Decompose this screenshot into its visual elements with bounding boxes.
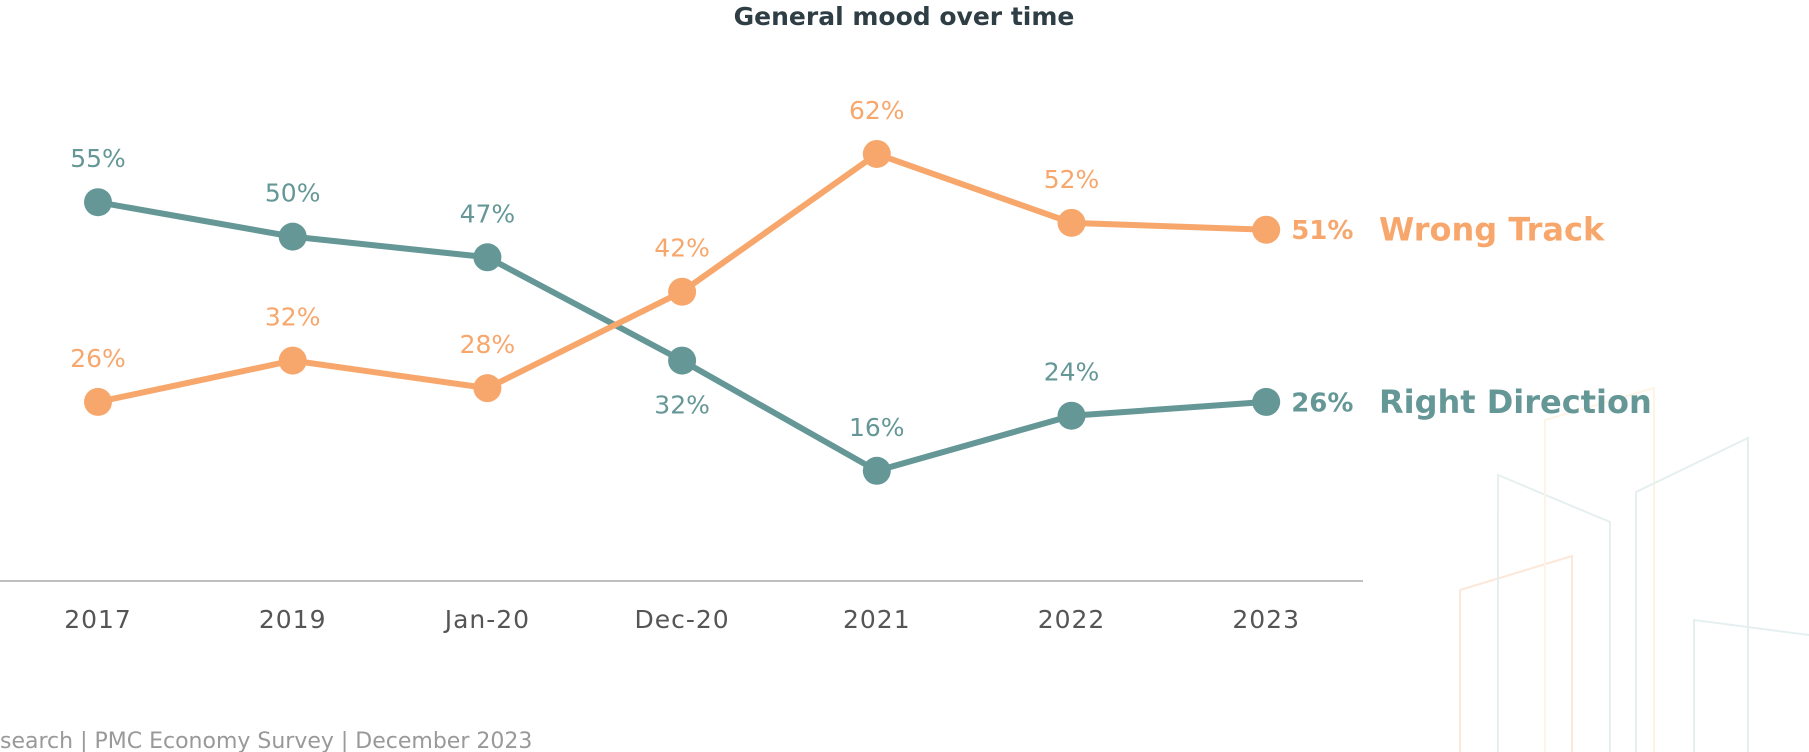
value-label: 50% (265, 179, 321, 208)
x-tick-label: 2017 (64, 605, 132, 634)
point (278, 346, 307, 375)
value-label: 47% (460, 199, 516, 228)
value-label: 32% (654, 391, 710, 420)
point (1252, 215, 1281, 244)
legend-label: Right Direction (1379, 383, 1652, 421)
point (473, 243, 502, 272)
background-buildings (1459, 386, 1809, 752)
value-label: 62% (849, 96, 905, 125)
x-tick-label: 2023 (1232, 605, 1300, 634)
building (1635, 436, 1749, 752)
building (1544, 386, 1655, 752)
value-label: 51% (1291, 216, 1353, 246)
x-tick-label: 2019 (259, 605, 327, 634)
point (473, 374, 502, 403)
x-tick-label: 2022 (1038, 605, 1106, 634)
point (84, 387, 112, 416)
point (1057, 208, 1086, 237)
x-tick-label: Jan-20 (443, 605, 530, 634)
value-label: 42% (654, 234, 710, 263)
x-tick-label: Dec-20 (634, 605, 729, 634)
value-label: 26% (1291, 388, 1353, 418)
point (1252, 387, 1281, 416)
value-label: 32% (265, 303, 321, 332)
point (862, 139, 891, 168)
value-label: 26% (70, 344, 126, 373)
point (668, 346, 697, 375)
building (1693, 618, 1809, 752)
building (1497, 473, 1611, 752)
point (668, 277, 697, 306)
point (84, 188, 112, 217)
source: search | PMC Economy Survey | December 2… (0, 729, 532, 752)
x-tick-label: 2021 (843, 605, 911, 634)
value-label: 16% (849, 413, 905, 442)
point (1057, 401, 1086, 430)
chart-title: General mood over time (734, 2, 1075, 31)
value-label: 55% (70, 144, 126, 173)
point (862, 456, 891, 485)
value-label: 28% (460, 330, 516, 359)
value-label: 24% (1044, 358, 1100, 387)
legend-label: Wrong Track (1379, 211, 1605, 249)
point (278, 222, 307, 251)
value-label: 52% (1044, 165, 1100, 194)
building (1459, 554, 1573, 752)
